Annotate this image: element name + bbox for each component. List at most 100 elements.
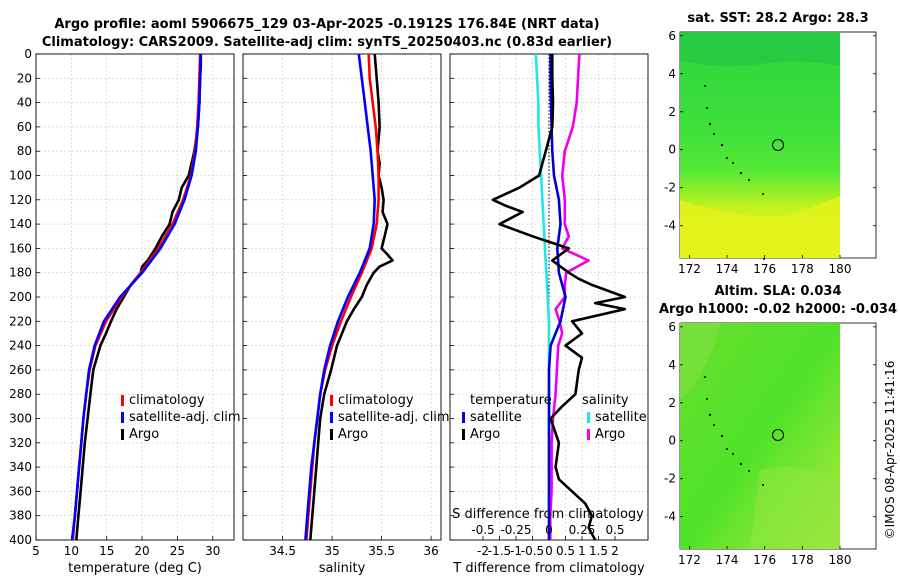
salinity-legend-swatch (330, 395, 333, 406)
sla-map-ytick-label: 4 (668, 358, 676, 372)
salinity-xtick-label: 35.5 (368, 544, 395, 558)
salinity-xtick-label: 34.5 (269, 544, 296, 558)
sst-map-ytick-label: -4 (664, 219, 676, 233)
sst-map-xtick-label: 180 (829, 262, 852, 276)
sla-islands (704, 376, 764, 486)
differences-xtick-label: -0.5 (521, 544, 544, 558)
sst-map-ytick-label: -2 (664, 181, 676, 195)
differences-xtick-label: -2 (477, 544, 489, 558)
depth-tick-label: 300 (9, 412, 32, 426)
sla-float-marker (772, 429, 784, 441)
temperature-xtick-label: 25 (170, 544, 185, 558)
differences-xtick-label: 1 (578, 544, 586, 558)
depth-tick-label: 20 (17, 71, 32, 85)
differences-xtick-label: 1.5 (589, 544, 608, 558)
differences-xtick-label: -1 (510, 544, 522, 558)
differences-series-argo-t-diff (491, 54, 627, 541)
salinity-series-satellite-adj-clim (304, 53, 377, 541)
sla-map-xtick-label: 176 (753, 553, 776, 567)
differences-xlabel: T difference from climatology (452, 561, 645, 576)
depth-tick-label: 60 (17, 120, 32, 134)
differences-xtick-label: -1.5 (488, 544, 511, 558)
sla-map: 172 174 176 178 180 6 4 2 0 -2 -4 (664, 320, 877, 567)
depth-tick-label: 0 (24, 47, 32, 61)
depth-tick-label: 340 (9, 460, 32, 474)
diff-x2tick-label: 0 (545, 523, 553, 537)
depth-tick-label: 180 (9, 266, 32, 280)
diff-legend-s-label: satellite (595, 410, 647, 425)
depth-tick-label: 360 (9, 484, 32, 498)
temperature-legend-swatch (121, 412, 124, 423)
diff-legend-s-label: Argo (595, 427, 625, 442)
depth-tick-label: 280 (9, 387, 32, 401)
depth-tick-label: 240 (9, 339, 32, 353)
sla-map-xtick-label: 174 (716, 553, 739, 567)
diff-legend-s-swatch (587, 412, 590, 423)
diff-legend-t-swatch (462, 412, 465, 423)
diff-x2tick-label: 0.25 (569, 523, 596, 537)
sst-map-xtick-label: 176 (753, 262, 776, 276)
temperature-xlabel: temperature (deg C) (68, 561, 202, 576)
figure-title-line-2: Climatology: CARS2009. Satellite-adj cli… (42, 35, 612, 50)
sst-map-xtick-label: 172 (678, 262, 701, 276)
diff-legend-s-swatch (587, 429, 590, 440)
sst-cool-band (680, 32, 840, 67)
temperature-xtick-label: 30 (205, 544, 220, 558)
sst-islands (704, 85, 765, 260)
sst-map-ytick-label: 0 (668, 143, 676, 157)
depth-tick-label: 160 (9, 241, 32, 255)
salinity-legend-swatch (330, 429, 333, 440)
sla-map-ytick-label: -4 (664, 510, 676, 524)
temperature-xtick-label: 5 (32, 544, 40, 558)
diff-legend-salinity-title: salinity (582, 393, 629, 408)
diff-legend-t-label: satellite (470, 410, 522, 425)
temperature-series-argo (75, 54, 203, 541)
depth-tick-label: 80 (17, 144, 32, 158)
sla-map-subtitle: Argo h1000: -0.02 h2000: -0.034 (659, 302, 897, 317)
sla-patch-1 (680, 323, 720, 400)
sst-map-xtick-label: 178 (791, 262, 814, 276)
sst-map-ytick-label: 2 (668, 105, 676, 119)
depth-tick-label: 260 (9, 363, 32, 377)
sla-map-ytick-label: 2 (668, 396, 676, 410)
depth-tick-label: 320 (9, 436, 32, 450)
differences-xtick-label: 0 (545, 544, 553, 558)
salinity-xtick-label: 35 (324, 544, 339, 558)
diff-x2tick-label: 0.5 (605, 523, 624, 537)
temperature-series-satellite-adj-clim (70, 53, 203, 541)
temperature-xtick-label: 20 (134, 544, 149, 558)
temperature-legend-swatch (121, 429, 124, 440)
sla-map-ytick-label: 0 (668, 434, 676, 448)
diff-x2tick-label: -0.5 (471, 523, 494, 537)
sla-map-title: Altim. SLA: 0.034 (715, 284, 842, 299)
diff-x2tick-label: -0.25 (500, 523, 531, 537)
depth-tick-label: 140 (9, 217, 32, 231)
temperature-xtick-label: 10 (64, 544, 79, 558)
sst-map-title: sat. SST: 28.2 Argo: 28.3 (687, 11, 868, 26)
salinity-legend-swatch (330, 412, 333, 423)
sst-map-ytick-label: 4 (668, 67, 676, 81)
sla-map-ytick-label: 6 (668, 320, 676, 334)
temperature-legend-label: Argo (129, 427, 159, 442)
salinity-panel: 34.5 35 35.5 36 salinity climatology satellite… (242, 53, 450, 576)
depth-tick-label: 400 (9, 533, 32, 547)
temperature-legend-label: satellite-adj. clim (129, 410, 241, 425)
sst-float-marker (772, 139, 784, 151)
differences-xtick-label: 0.5 (556, 544, 575, 558)
sst-map-ytick-label: 6 (668, 29, 676, 43)
temperature-xtick-label: 15 (99, 544, 114, 558)
depth-tick-label: 380 (9, 509, 32, 523)
diff-legend-t-label: Argo (470, 427, 500, 442)
sst-map-xtick-label: 174 (716, 262, 739, 276)
salinity-legend-label: satellite-adj. clim (338, 410, 450, 425)
sla-map-xtick-label: 172 (678, 553, 701, 567)
differences-xtick-label: 2 (611, 544, 619, 558)
diff-x2label: S difference from climatology (452, 507, 644, 522)
temperature-legend-label: climatology (129, 393, 205, 408)
depth-tick-label: 40 (17, 96, 32, 110)
sla-map-xtick-label: 178 (791, 553, 814, 567)
sla-map-xtick-label: 180 (829, 553, 852, 567)
salinity-legend-label: Argo (338, 427, 368, 442)
temperature-legend-swatch (121, 395, 124, 406)
